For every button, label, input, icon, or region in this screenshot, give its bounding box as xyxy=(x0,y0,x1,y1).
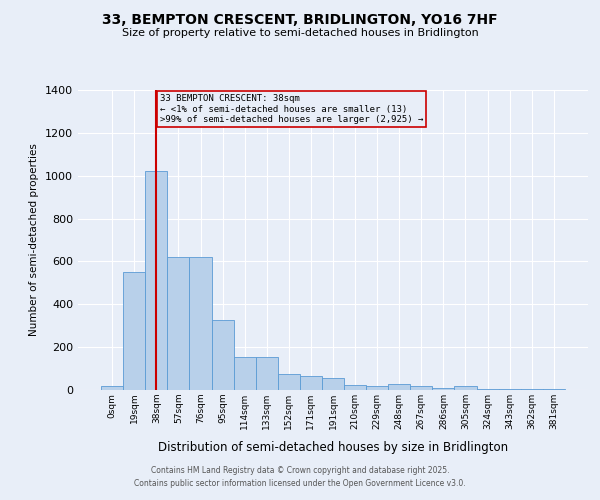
Bar xyxy=(476,389,499,390)
Text: Size of property relative to semi-detached houses in Bridlington: Size of property relative to semi-detach… xyxy=(122,28,478,38)
Text: Distribution of semi-detached houses by size in Bridlington: Distribution of semi-detached houses by … xyxy=(158,441,508,454)
Bar xyxy=(212,320,233,390)
Bar xyxy=(543,389,565,390)
Bar xyxy=(123,272,145,390)
Text: 33 BEMPTON CRESCENT: 38sqm
← <1% of semi-detached houses are smaller (13)
>99% o: 33 BEMPTON CRESCENT: 38sqm ← <1% of semi… xyxy=(160,94,423,124)
Bar xyxy=(167,257,190,390)
Bar xyxy=(145,172,167,390)
Bar xyxy=(366,386,388,390)
Bar xyxy=(454,386,476,390)
Bar xyxy=(101,386,123,390)
Text: Contains HM Land Registry data © Crown copyright and database right 2025.
Contai: Contains HM Land Registry data © Crown c… xyxy=(134,466,466,487)
Bar xyxy=(499,389,521,390)
Bar xyxy=(388,384,410,390)
Bar xyxy=(344,384,366,390)
Text: 33, BEMPTON CRESCENT, BRIDLINGTON, YO16 7HF: 33, BEMPTON CRESCENT, BRIDLINGTON, YO16 … xyxy=(102,12,498,26)
Bar xyxy=(256,357,278,390)
Bar xyxy=(521,389,543,390)
Bar xyxy=(433,388,454,390)
Bar xyxy=(190,257,212,390)
Y-axis label: Number of semi-detached properties: Number of semi-detached properties xyxy=(29,144,40,336)
Bar xyxy=(233,357,256,390)
Bar xyxy=(322,378,344,390)
Bar xyxy=(278,374,300,390)
Bar xyxy=(410,386,433,390)
Bar xyxy=(300,376,322,390)
